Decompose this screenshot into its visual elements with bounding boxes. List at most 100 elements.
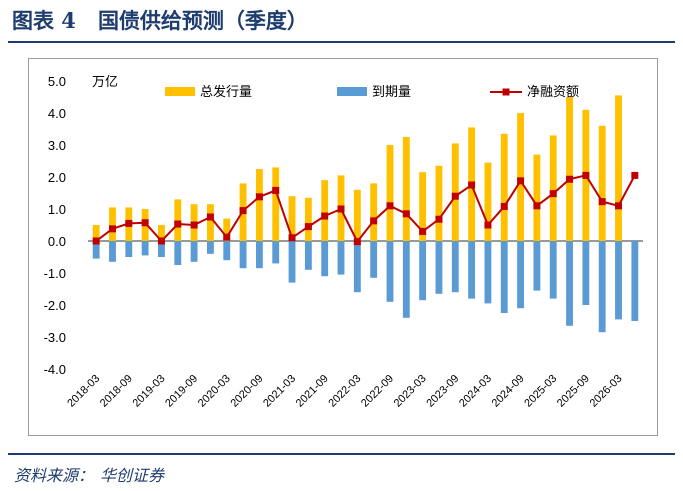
maturity-bar — [304, 241, 312, 270]
issuance-bar — [288, 196, 296, 241]
net-marker — [174, 220, 182, 228]
x-tick-label: 2024-03 — [457, 373, 494, 410]
issuance-bar — [549, 135, 557, 241]
net-marker — [321, 212, 329, 220]
net-marker — [484, 221, 492, 229]
net-marker — [451, 192, 459, 200]
maturity-bar — [141, 241, 149, 256]
maturity-bar — [109, 241, 116, 262]
net-marker — [108, 225, 116, 233]
issuance-bar — [174, 199, 182, 241]
issuance-bar — [386, 145, 394, 241]
net-line — [95, 174, 636, 244]
y-tick-label: 5.0 — [48, 74, 66, 89]
x-tick-label: 2020-03 — [196, 373, 233, 410]
issuance-bar — [484, 162, 492, 241]
figure-title-text: 国债供给预测（季度） — [97, 8, 308, 33]
maturity-bar — [321, 241, 329, 277]
maturity-bar — [288, 241, 296, 283]
net-marker — [125, 219, 133, 227]
net-marker — [288, 234, 296, 242]
net-marker — [92, 237, 100, 245]
maturity-bar — [582, 241, 590, 305]
maturity-bar — [125, 241, 133, 257]
y-tick-label: -1.0 — [44, 266, 66, 281]
net-marker — [157, 237, 165, 245]
net-marker — [304, 223, 312, 231]
maturity-bar — [631, 241, 639, 321]
figure-title: 图表 4 国债供给预测（季度） — [12, 6, 308, 36]
y-tick-label: -4.0 — [44, 362, 66, 377]
net-marker — [206, 213, 214, 221]
net-marker — [517, 177, 525, 185]
issuance-bar — [109, 207, 116, 241]
net-marker — [255, 193, 263, 201]
x-tick-label: 2021-03 — [261, 373, 298, 410]
maturity-bar — [549, 241, 557, 299]
maturity-bar — [272, 241, 280, 264]
issuance-bar — [272, 167, 280, 241]
maturity-bar — [255, 241, 263, 269]
maturity-bar — [566, 241, 573, 326]
maturity-bar — [158, 241, 165, 257]
net-marker — [337, 205, 345, 213]
net-marker — [141, 219, 149, 227]
x-tick-label: 2019-09 — [163, 373, 200, 410]
net-marker — [353, 238, 361, 246]
issuance-bar — [500, 133, 508, 241]
issuance-bar — [255, 169, 263, 241]
issuance-bar — [158, 225, 165, 241]
maturity-bars — [92, 241, 639, 333]
legend-maturity-swatch — [337, 87, 367, 96]
source-rule — [8, 453, 675, 455]
maturity-bar — [598, 241, 606, 333]
net-marker — [190, 221, 198, 229]
legend-issuance-swatch — [165, 87, 195, 96]
net-marker — [370, 217, 378, 225]
issuance-bar — [451, 143, 459, 241]
x-tick-label: 2022-03 — [326, 373, 363, 410]
y-tick-label: -3.0 — [44, 330, 66, 345]
net-marker — [239, 207, 247, 215]
net-marker — [549, 190, 557, 198]
maturity-bar — [615, 241, 622, 320]
net-marker — [598, 198, 606, 206]
maturity-bar — [468, 241, 476, 299]
net-marker — [533, 202, 541, 210]
net-marker — [631, 171, 639, 179]
x-tick-label: 2023-03 — [392, 373, 429, 410]
x-tick-label: 2020-09 — [228, 373, 265, 410]
legend-net-marker — [502, 88, 510, 96]
issuance-bar — [92, 225, 100, 241]
unit-label: 万亿 — [92, 75, 118, 90]
issuance-bar — [321, 180, 329, 241]
legend-net-label: 净融资额 — [527, 85, 579, 100]
issuance-bar — [304, 197, 312, 241]
issuance-bar — [615, 95, 622, 242]
net-marker — [500, 202, 508, 210]
issuance-bar — [370, 183, 378, 241]
x-tick-label: 2018-03 — [65, 373, 102, 410]
maturity-bar — [92, 241, 100, 259]
net-marker — [272, 186, 280, 194]
issuance-bar — [419, 172, 427, 241]
x-tick-label: 2026-03 — [588, 373, 625, 410]
net-marker — [402, 210, 410, 218]
net-marker — [566, 175, 574, 183]
maturity-bar — [435, 241, 443, 294]
source-note: 资料来源： 华创证券 — [14, 462, 164, 486]
net-marker — [582, 171, 590, 179]
issuance-bar — [402, 137, 410, 241]
legend-issuance-label: 总发行量 — [200, 84, 252, 100]
chart-frame — [28, 58, 658, 436]
maturity-bar — [337, 241, 345, 275]
x-tick-label: 2018-09 — [98, 373, 135, 410]
maturity-bar — [239, 241, 247, 269]
maturity-bar — [174, 241, 182, 265]
issuance-bar — [598, 125, 606, 241]
maturity-bar — [370, 241, 378, 278]
issuance-bars — [92, 95, 622, 242]
net-financing-line — [92, 171, 639, 246]
issuance-bar — [435, 165, 443, 241]
